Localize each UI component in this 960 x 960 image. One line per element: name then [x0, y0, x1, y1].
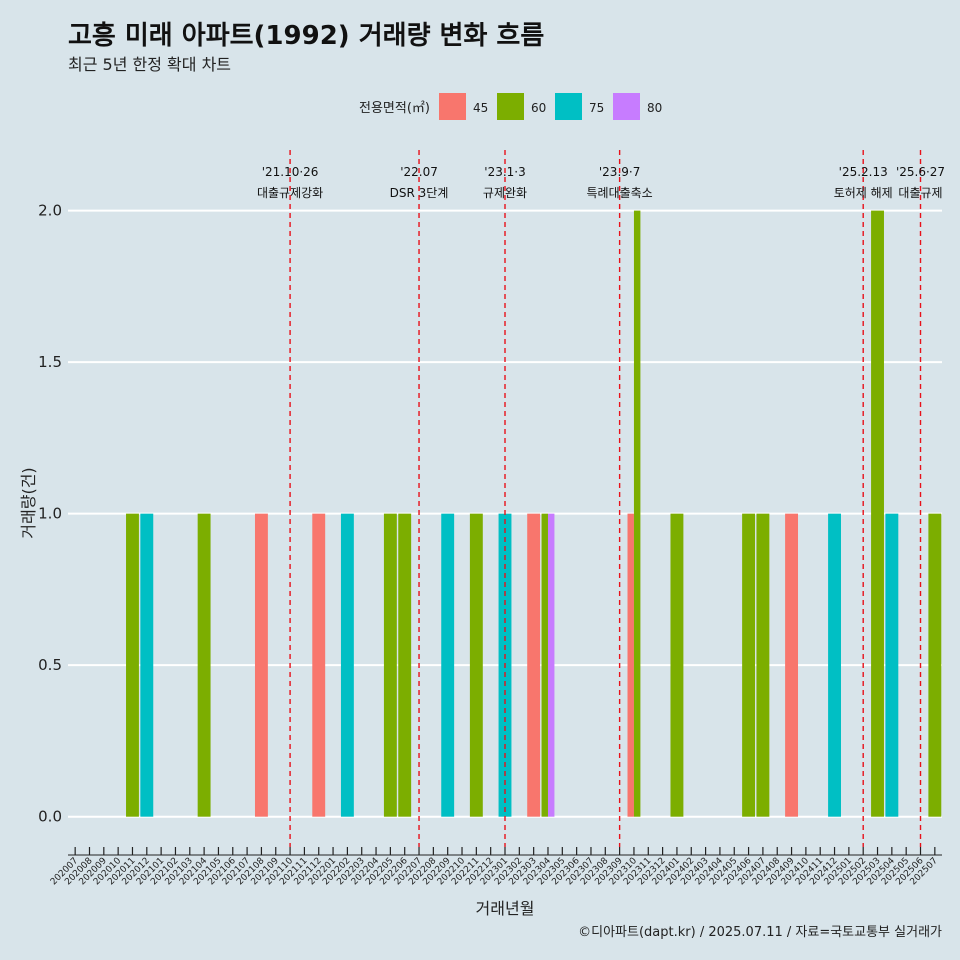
bar-202401-60	[670, 513, 684, 817]
bar-202310-60	[633, 210, 641, 817]
legend-swatch-45	[439, 93, 466, 120]
caption: ©디아파트(dapt.kr) / 2025.07.11 / 자료=국토교통부 실…	[578, 925, 942, 940]
bar-202205-60	[383, 513, 397, 817]
chart-subtitle: 최근 5년 한정 확대 차트	[68, 55, 231, 74]
bar-202304-60	[541, 513, 548, 817]
event-label: 토허제 해제	[834, 186, 893, 200]
event-label: 대출규제강화	[257, 186, 323, 200]
bar-202507-60	[928, 513, 942, 817]
event-label: DSR 3단계	[390, 186, 449, 200]
event-label: 특례대출축소	[586, 186, 652, 200]
chart-title: 고흥 미래 아파트(1992) 거래량 변화 흐름	[68, 21, 544, 51]
bars	[126, 210, 942, 817]
y-tick-label: 1.0	[38, 505, 62, 523]
legend: 전용면적(㎡) 45 60 75 80	[359, 93, 662, 120]
y-tick-label: 0.5	[38, 656, 62, 674]
bar-202407-60	[756, 513, 770, 817]
event-date: '25.6·27	[896, 165, 945, 179]
bar-202112-45	[312, 513, 326, 817]
bar-202012-75	[140, 513, 154, 817]
bar-202209-75	[441, 513, 455, 817]
bar-202206-60	[398, 513, 412, 817]
event-label: 대출규제	[898, 186, 942, 200]
legend-swatch-75	[555, 93, 582, 120]
bar-202211-60	[469, 513, 483, 817]
legend-label-60: 60	[531, 101, 546, 115]
x-axis-title: 거래년월	[476, 899, 535, 918]
bar-202409-45	[785, 513, 799, 817]
bar-202104-60	[197, 513, 211, 817]
y-tick-label: 2.0	[38, 202, 62, 220]
event-date: '23.9·7	[599, 165, 640, 179]
bar-202504-75	[885, 513, 899, 817]
legend-title: 전용면적(㎡)	[359, 101, 430, 116]
bar-202303-45	[527, 513, 541, 817]
y-axis-title: 거래량(건)	[19, 467, 38, 538]
bar-202304-80	[547, 513, 555, 817]
y-tick-label: 0.0	[38, 808, 62, 826]
legend-label-75: 75	[589, 101, 604, 115]
bar-202310-45	[627, 513, 634, 817]
event-date: '21.10·26	[262, 165, 319, 179]
legend-label-80: 80	[647, 101, 662, 115]
event-date: '23.1·3	[484, 165, 525, 179]
event-date: '25.2.13	[839, 165, 888, 179]
legend-swatch-80	[613, 93, 640, 120]
y-axis: 0.0 0.5 1.0 1.5 2.0	[38, 202, 62, 826]
bar-202503-60	[871, 210, 884, 817]
bar-202108-45	[254, 513, 268, 817]
bar-202406-60	[742, 513, 756, 817]
event-annotations: '21.10·26 대출규제강화 '22.07 DSR 3단계 '23.1·3 규제완화 '…	[257, 150, 945, 847]
legend-swatch-60	[497, 93, 524, 120]
legend-label-45: 45	[473, 101, 488, 115]
bar-202011-60	[126, 513, 139, 817]
y-tick-label: 1.5	[38, 353, 62, 371]
x-axis: 2020072020082020092020102020112020122021…	[49, 847, 942, 887]
event-label: 규제완화	[483, 186, 527, 200]
event-date: '22.07	[400, 165, 438, 179]
bar-202412-75	[828, 513, 841, 817]
bar-202202-75	[340, 513, 354, 817]
